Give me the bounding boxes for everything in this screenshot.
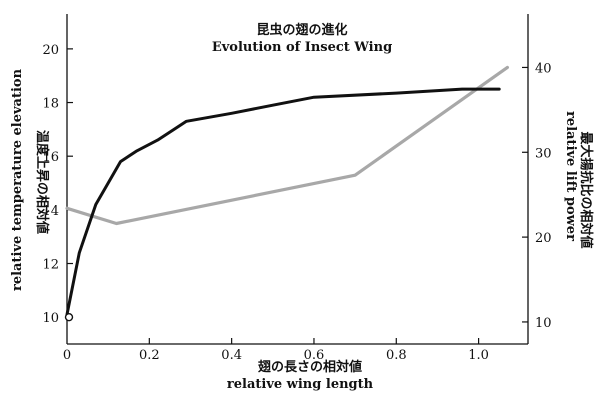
x-axis-title-en: relative wing length — [227, 377, 374, 392]
right-y-tick-label: 30 — [535, 146, 552, 161]
x-tick-label: 0.8 — [386, 348, 407, 363]
right-y-axis-title: 最大揚抗比の相対値 — [578, 131, 594, 248]
left-y-tick-label: 16 — [42, 150, 59, 165]
right-y-tick-label: 20 — [535, 231, 552, 246]
x-tick-group: 0 0.2 0.4 0.6 0.8 1.0 — [63, 338, 489, 363]
right-y-tick-label: 40 — [535, 61, 552, 76]
left-y-axis-title: 温度上昇の相対値 — [34, 130, 50, 234]
origin-marker — [64, 312, 74, 322]
x-tick-label: 0.2 — [139, 348, 160, 363]
right-y-tick-label: 10 — [535, 316, 552, 331]
left-y-tick-label: 12 — [42, 258, 59, 273]
x-tick-label: 1.0 — [468, 348, 489, 363]
series-group — [64, 65, 509, 322]
x-tick-label: 0 — [63, 348, 71, 363]
right-y-axis-title-en: relative lift power — [563, 111, 578, 241]
x-axis-title: 翅の長さの相対値 — [257, 359, 362, 375]
left-y-tick-label: 18 — [42, 97, 59, 112]
chart-subtitle: Evolution of Insect Wing — [212, 40, 392, 55]
left-y-tick-label: 14 — [42, 204, 59, 219]
right-y-tick-group: 10 20 30 40 — [522, 61, 552, 331]
chart-title: 昆虫の翅の進化 — [256, 22, 347, 38]
x-tick-label: 0.6 — [304, 348, 325, 363]
temperature-line — [65, 87, 501, 316]
left-y-tick-label: 10 — [42, 311, 59, 326]
x-tick-label: 0.4 — [221, 348, 242, 363]
left-y-tick-label: 20 — [42, 43, 59, 58]
left-y-axis-title-en: relative temperature elevation — [10, 68, 25, 291]
